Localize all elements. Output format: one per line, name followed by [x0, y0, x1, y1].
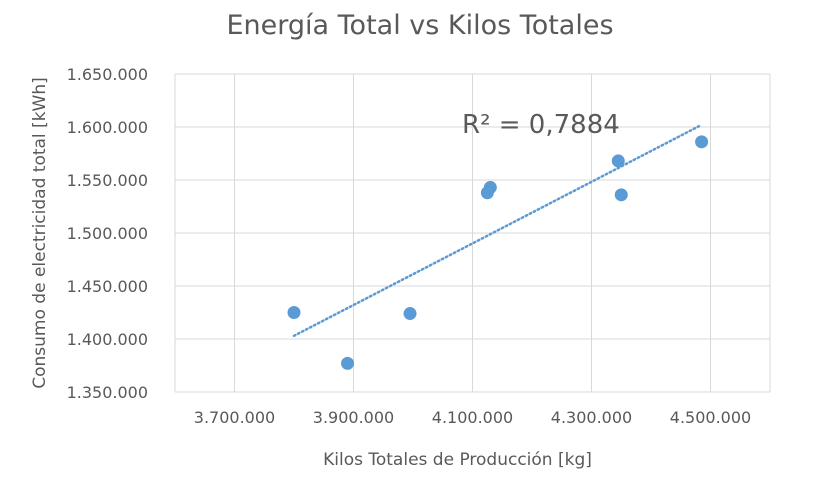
x-tick-label: 4.300.000: [551, 408, 632, 427]
y-tick-label: 1.500.000: [67, 224, 148, 243]
data-point: [341, 356, 355, 370]
y-tick-label: 1.550.000: [67, 171, 148, 190]
data-point: [611, 154, 625, 168]
data-point: [483, 180, 497, 194]
x-tick-label: 3.900.000: [313, 408, 394, 427]
y-tick-label: 1.650.000: [67, 65, 148, 84]
y-axis-title: Consumo de electricidad total [kWh]: [30, 77, 50, 389]
x-tick-label: 4.100.000: [432, 408, 513, 427]
data-point: [287, 306, 301, 319]
x-axis-title: Kilos Totales de Producción [kg]: [323, 450, 592, 470]
chart-title: Energía Total vs Kilos Totales: [226, 10, 614, 41]
y-tick-label: 1.600.000: [67, 118, 148, 137]
data-point: [614, 188, 628, 202]
trendline: [292, 123, 703, 338]
data-point: [403, 307, 417, 321]
data-point: [695, 135, 709, 149]
y-tick-label: 1.400.000: [67, 330, 148, 349]
x-tick-label: 4.500.000: [670, 408, 751, 427]
y-tick-label: 1.450.000: [67, 277, 148, 296]
r-squared-annotation: R² = 0,7884: [462, 110, 620, 140]
y-tick-label: 1.350.000: [67, 383, 148, 402]
x-tick-label: 3.700.000: [194, 408, 275, 427]
